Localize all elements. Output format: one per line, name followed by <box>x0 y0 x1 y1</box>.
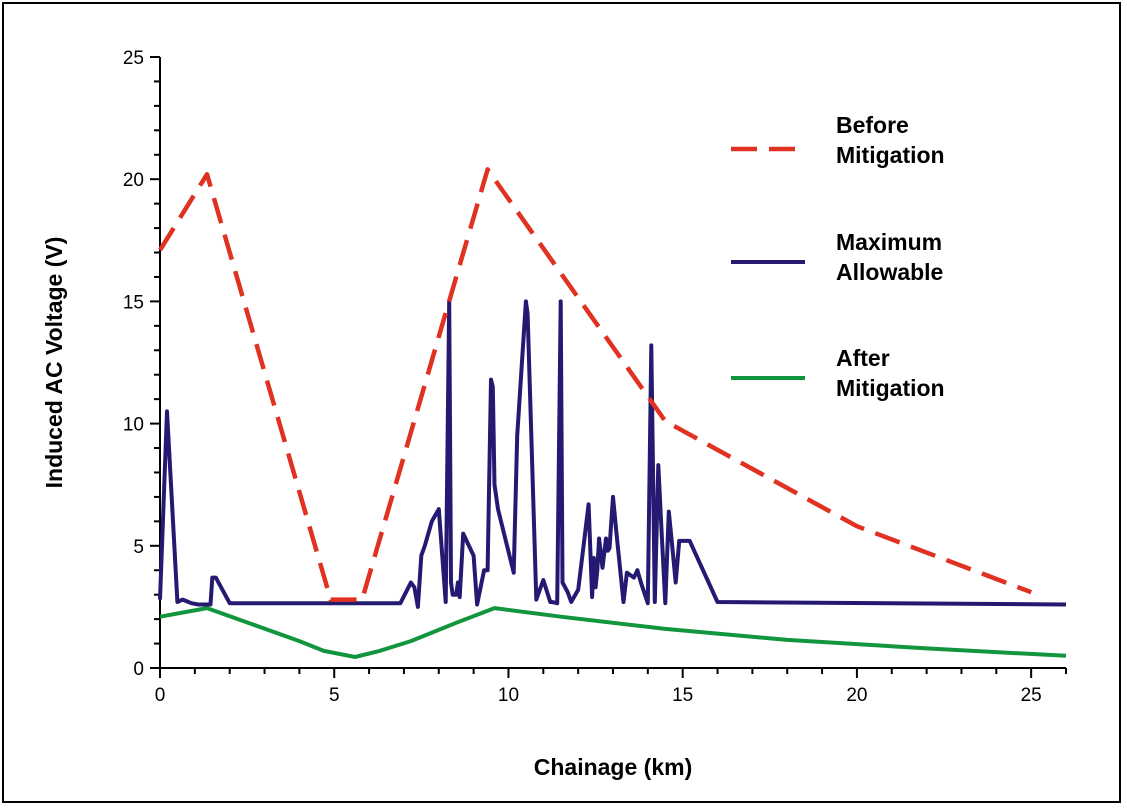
x-tick-label: 20 <box>846 685 867 706</box>
series-line-1 <box>158 167 1032 602</box>
series-layer <box>158 167 1067 659</box>
x-tick-label: 10 <box>498 685 519 706</box>
series-line-2 <box>158 299 1067 609</box>
x-tick-label: 5 <box>329 685 340 706</box>
legend-label-2-line-1: Maximum <box>836 229 942 255</box>
y-tick-label: 10 <box>123 415 144 436</box>
legend-label-1-line-2: Mitigation <box>836 142 945 168</box>
series-line-3 <box>159 606 1067 659</box>
legend: Before Mitigation Maximum Allowable After Mit… <box>731 112 945 401</box>
y-tick-label: 15 <box>123 292 144 313</box>
ticks: 0 5 10 15 20 25 0 5 10 15 20 25 <box>123 48 1067 706</box>
y-tick-label: 5 <box>133 537 144 558</box>
legend-label-2-line-2: Allowable <box>836 259 943 285</box>
legend-label-3-line-1: After <box>836 345 890 371</box>
x-tick-label: 15 <box>672 685 693 706</box>
x-tick-label: 0 <box>155 685 166 706</box>
legend-label-3-line-2: Mitigation <box>836 375 945 401</box>
y-tick-label: 20 <box>123 170 144 191</box>
x-tick-label: 25 <box>1021 685 1042 706</box>
y-tick-label: 0 <box>133 659 144 680</box>
y-tick-label: 25 <box>123 48 144 69</box>
legend-label-1-line-1: Before <box>836 112 909 138</box>
x-axis-title: Chainage (km) <box>534 754 692 780</box>
y-axis-title: Induced AC Voltage (V) <box>41 237 67 489</box>
